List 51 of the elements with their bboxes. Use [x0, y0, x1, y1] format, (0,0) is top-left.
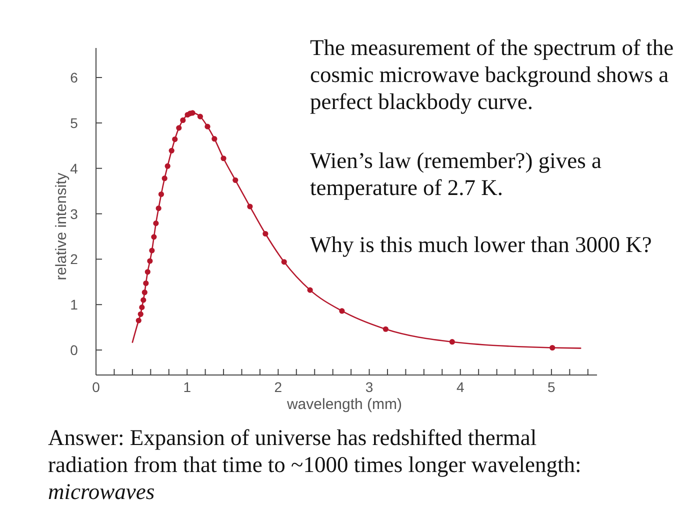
x-tick-label: 1	[183, 379, 192, 395]
point	[162, 176, 168, 182]
point	[149, 248, 155, 254]
point	[158, 191, 164, 198]
point	[212, 136, 218, 142]
point	[550, 344, 556, 351]
point	[140, 297, 146, 303]
x-tick-label: 0	[92, 379, 100, 395]
point	[142, 290, 148, 296]
point	[220, 156, 226, 162]
y-tick-label: 3	[70, 206, 78, 222]
point	[339, 308, 345, 314]
x-tick-label: 5	[548, 379, 556, 395]
point	[204, 124, 210, 130]
text: Answer: Expansion of universe has redshifted thermal radiation from that time to ~1000 times longer wavelength: microwaves	[48, 424, 582, 505]
point	[143, 280, 149, 286]
y-tick-label: 5	[70, 114, 78, 131]
y-tick-label: 1	[70, 296, 78, 313]
annotation: Why is this much lower than 3000 K?	[310, 231, 653, 258]
point	[307, 287, 313, 293]
point	[136, 318, 142, 324]
point	[168, 148, 174, 154]
annotation: The measurement of the spectrum of the cosmic microwave background shows a perfect blackbody curve.	[310, 34, 675, 115]
point	[172, 136, 178, 142]
y-tick-label: 2	[70, 251, 78, 268]
point	[262, 230, 268, 237]
point	[382, 326, 388, 332]
x-tick-label: 3	[365, 379, 374, 395]
y-tick-label: 0	[70, 342, 78, 358]
point	[180, 117, 186, 124]
y-tick-label: 6	[70, 70, 78, 86]
point	[449, 339, 455, 345]
point	[144, 269, 150, 275]
point	[147, 258, 153, 264]
point	[138, 311, 144, 317]
point	[164, 163, 170, 169]
x-tick-label: 2	[274, 379, 282, 395]
point	[197, 114, 204, 120]
point	[156, 206, 162, 212]
annotation: Wien’s law (remember?) gives a temperature of 2.7 K.	[310, 147, 602, 201]
point	[151, 234, 157, 240]
point	[176, 125, 182, 131]
x-tick-label: 4	[456, 379, 464, 395]
point	[281, 259, 287, 265]
x-axis-title: wavelength (mm)	[286, 396, 402, 413]
y-tick-label: 4	[70, 160, 78, 176]
point	[247, 204, 253, 210]
y-axis-title: relative intensity	[53, 172, 70, 280]
point	[153, 220, 159, 226]
point	[139, 304, 145, 310]
point	[232, 177, 238, 183]
